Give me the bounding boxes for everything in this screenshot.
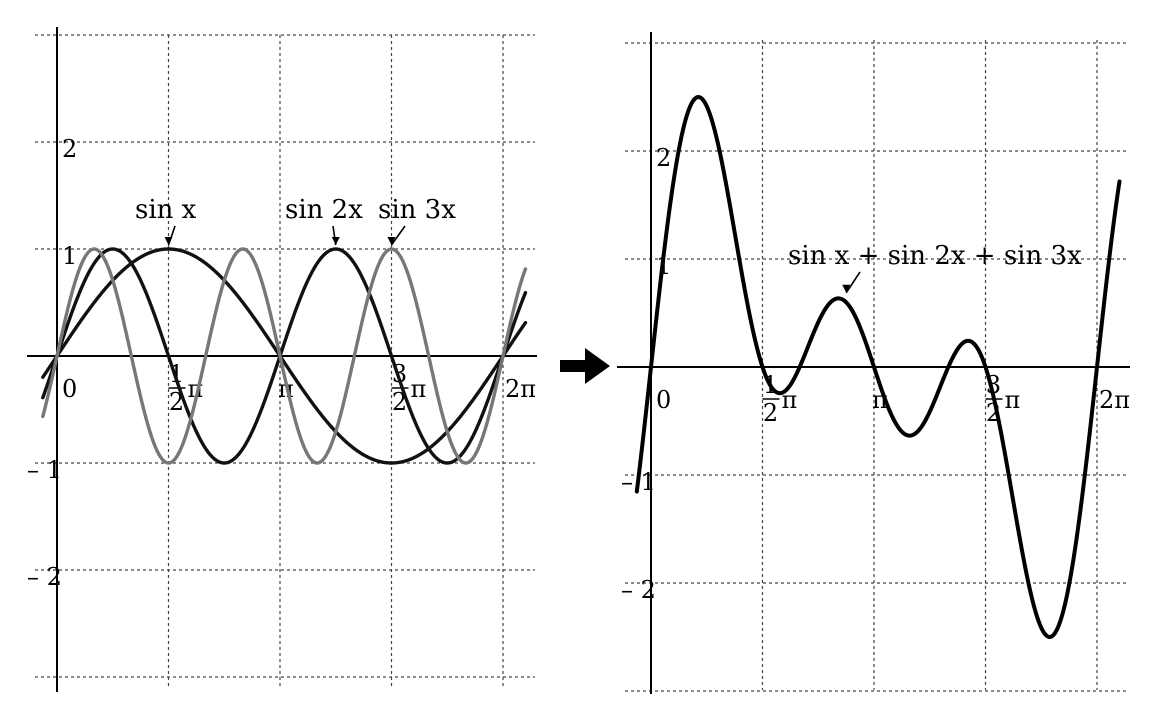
series-line-sin-x xyxy=(41,247,528,465)
y-tick-label: – 1 xyxy=(27,456,62,484)
series-line-sin-2x xyxy=(41,247,528,465)
svg-text:0: 0 xyxy=(656,386,671,414)
svg-text:– 2: – 2 xyxy=(27,563,62,591)
annotation: sin x xyxy=(135,195,197,246)
annotation: sin 2x xyxy=(285,195,363,246)
svg-text:– 2: – 2 xyxy=(621,576,656,604)
svg-text:2: 2 xyxy=(656,144,671,172)
x-tick-label: 0 xyxy=(656,386,671,414)
x-tick-label: 2π xyxy=(505,375,536,403)
svg-text:π: π xyxy=(1005,386,1021,414)
svg-text:2: 2 xyxy=(62,135,77,163)
x-tick-label: 2π xyxy=(1099,386,1130,414)
svg-text:– 1: – 1 xyxy=(27,456,62,484)
y-tick-label: 1 xyxy=(62,242,77,270)
svg-text:2π: 2π xyxy=(505,375,536,403)
right-arrow-icon xyxy=(560,348,610,384)
svg-text:π: π xyxy=(411,375,427,403)
y-tick-label: – 2 xyxy=(621,576,656,604)
svg-text:1: 1 xyxy=(62,242,77,270)
svg-text:2π: 2π xyxy=(1099,386,1130,414)
series-line-sin-3x xyxy=(41,247,528,465)
y-tick-label: 2 xyxy=(656,144,671,172)
y-tick-label: 2 xyxy=(62,135,77,163)
svg-text:sin 3x: sin 3x xyxy=(378,195,456,225)
svg-text:sin x + sin 2x + sin 3x: sin x + sin 2x + sin 3x xyxy=(788,241,1082,271)
svg-text:sin x: sin x xyxy=(135,195,197,225)
svg-text:2: 2 xyxy=(763,399,778,427)
svg-text:sin 2x: sin 2x xyxy=(285,195,363,225)
series-line-sin-x-sin-2x-sin-3x xyxy=(634,95,1122,639)
annotation: sin x + sin 2x + sin 3x xyxy=(788,241,1082,294)
x-tick-label: 0 xyxy=(62,375,77,403)
y-tick-label: – 2 xyxy=(27,563,62,591)
svg-text:0: 0 xyxy=(62,375,77,403)
annotation: sin 3x xyxy=(378,195,456,246)
